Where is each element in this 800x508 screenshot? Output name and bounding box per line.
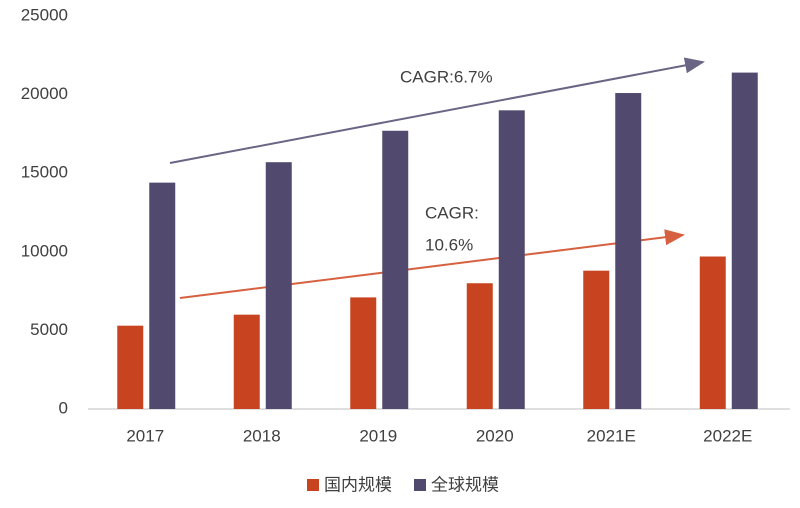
trend-arrow	[169, 57, 705, 164]
bar	[350, 297, 377, 409]
bar	[117, 325, 144, 409]
y-tick-label: 10000	[21, 241, 68, 260]
y-tick-label: 15000	[21, 163, 68, 182]
legend-swatch	[414, 479, 426, 491]
bar	[233, 314, 260, 409]
bar	[615, 93, 642, 409]
y-tick-label: 5000	[30, 320, 68, 339]
x-tick-label: 2018	[243, 426, 281, 445]
bar	[382, 130, 409, 410]
legend-label: 全球规模	[431, 475, 499, 494]
x-tick-label: 2019	[359, 426, 397, 445]
annotation: CAGR:	[425, 203, 479, 222]
y-tick-label: 20000	[21, 84, 68, 103]
x-tick-label: 2020	[476, 426, 514, 445]
x-tick-label: 2022E	[703, 426, 752, 445]
bar	[265, 162, 292, 409]
bar	[583, 270, 610, 409]
bar	[498, 110, 525, 409]
bar	[466, 283, 493, 409]
bar	[149, 182, 176, 409]
x-tick-label: 2021E	[587, 426, 636, 445]
y-tick-label: 25000	[21, 5, 68, 24]
bar	[699, 256, 726, 409]
x-tick-label: 2017	[126, 426, 164, 445]
legend-label: 国内规模	[324, 475, 392, 494]
bar	[731, 72, 758, 409]
annotation: CAGR:6.7%	[400, 67, 493, 86]
legend-swatch	[307, 479, 319, 491]
y-tick-label: 0	[59, 398, 68, 417]
trend-arrow	[179, 229, 685, 299]
annotation: 10.6%	[425, 235, 473, 254]
